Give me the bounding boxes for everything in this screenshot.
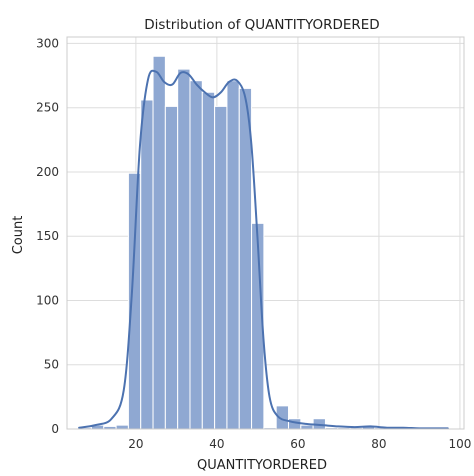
y-tick-label: 200: [36, 165, 59, 179]
y-tick-label: 100: [36, 293, 59, 307]
histogram-bar: [189, 80, 203, 430]
histogram-bar: [127, 172, 142, 430]
x-tick-label: 20: [128, 437, 143, 451]
histogram-bar: [238, 87, 253, 430]
histogram-bar: [300, 424, 314, 430]
x-tick-labels: 20 40 60 80 100: [128, 437, 471, 451]
x-tick-label: 80: [371, 437, 386, 451]
y-tick-label: 250: [36, 101, 59, 115]
y-tick-labels: 0 50 100 150 200 250 300: [36, 36, 59, 436]
histogram-bar: [164, 105, 179, 430]
x-axis-title: QUANTITYORDERED: [197, 458, 327, 473]
x-tick-label: 60: [290, 437, 305, 451]
histogram-bar: [115, 424, 129, 430]
histogram-bars: [78, 55, 450, 430]
y-tick-label: 50: [44, 358, 59, 372]
histogram-bar: [140, 99, 154, 430]
histogram-bar: [152, 55, 166, 430]
y-tick-label: 300: [36, 36, 59, 50]
chart-title: Distribution of QUANTITYORDERED: [144, 17, 379, 33]
histogram-bar: [201, 91, 216, 430]
histogram-bar: [177, 68, 191, 430]
kde-curve-group: [78, 69, 449, 430]
y-axis-title: Count: [11, 216, 26, 255]
plot-border: [66, 36, 465, 430]
histogram-bar: [226, 80, 240, 430]
kde-curve: [78, 69, 449, 430]
y-tick-label: 0: [51, 422, 59, 436]
y-tick-label: 150: [36, 229, 59, 243]
x-tick-label: 100: [448, 437, 471, 451]
histogram-bar: [214, 105, 228, 430]
x-tick-label: 40: [209, 437, 224, 451]
